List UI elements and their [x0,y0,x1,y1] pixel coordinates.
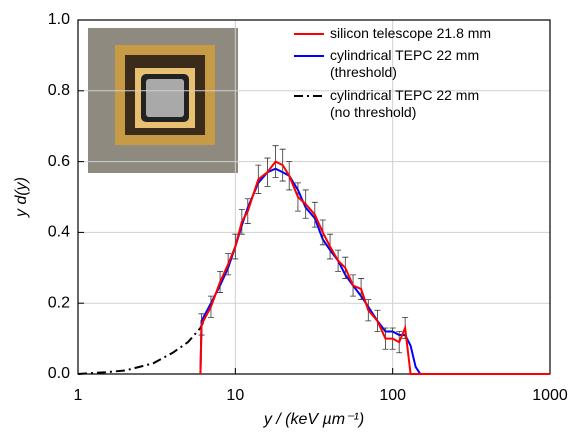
y-tick-label: 1.0 [48,11,70,28]
x-axis-label: y / (keV µm⁻¹) [263,411,364,428]
x-tick-label: 10 [226,387,244,404]
series-line [199,167,550,375]
legend-entry: cylindrical TEPC 22 mm (no threshold) [330,87,480,120]
series-line [199,160,550,375]
y-tick-label: 0.2 [48,294,70,311]
x-tick-label: 1000 [532,387,568,404]
legend-label: cylindrical TEPC 22 mm (threshold) [330,47,480,80]
y-axis-label: y d(y) [13,177,30,218]
x-tick-label: 100 [379,387,406,404]
y-tick-label: 0.6 [48,153,70,170]
y-tick-label: 0.4 [48,224,70,241]
x-tick-label: 1 [74,387,83,404]
series-line [77,320,205,375]
legend-label: cylindrical TEPC 22 mm (no threshold) [330,87,480,120]
legend-entry: cylindrical TEPC 22 mm (threshold) [330,47,480,80]
y-tick-label: 0.8 [48,82,70,99]
legend-label: silicon telescope 21.8 mm [330,25,492,41]
plot-frame [77,19,551,375]
inset-photo [88,28,238,173]
y-tick-label: 0.0 [48,365,70,382]
legend-entry: silicon telescope 21.8 mm [330,25,492,41]
